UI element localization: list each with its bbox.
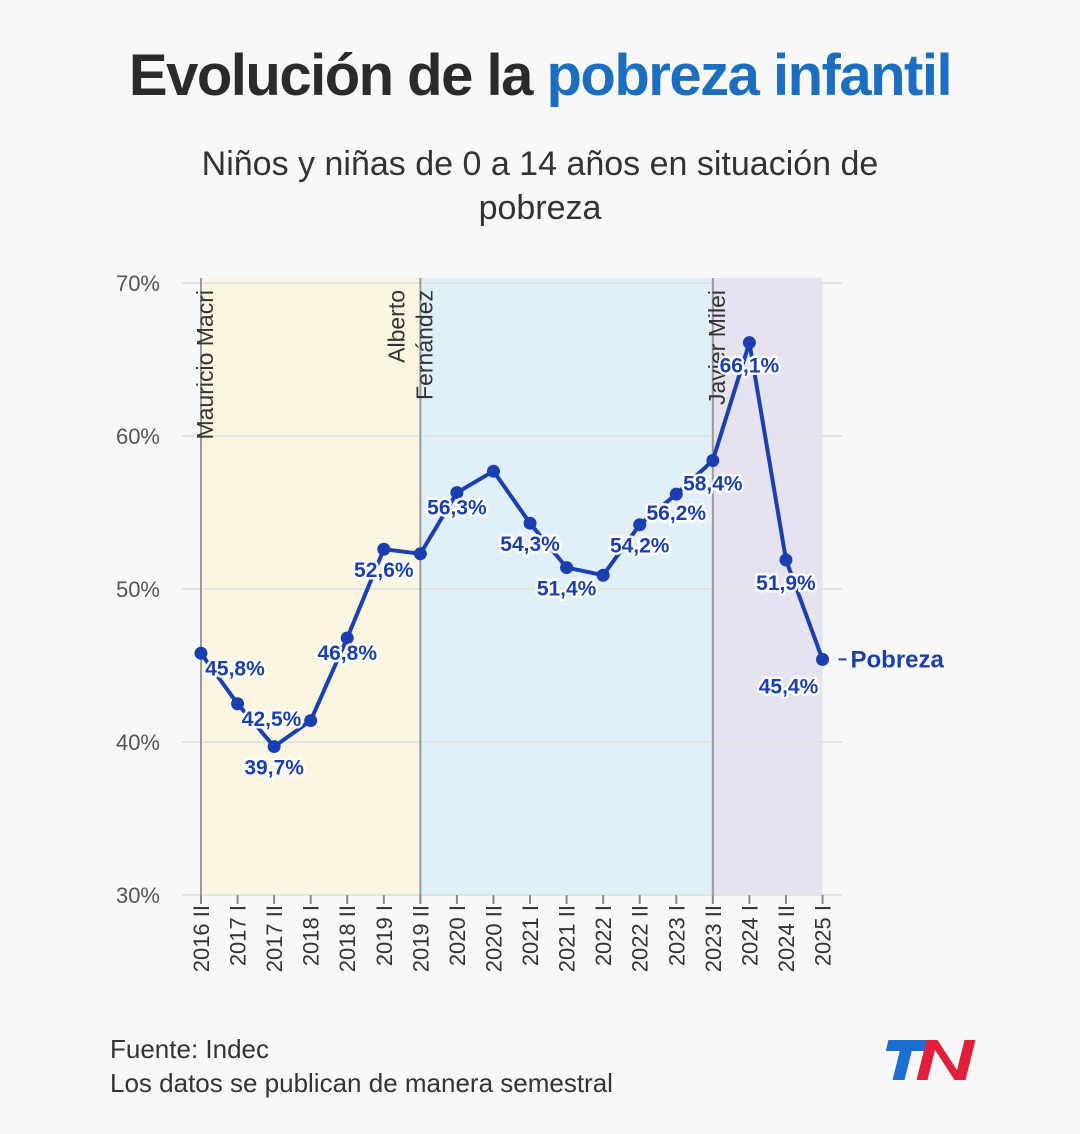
- data-point: [706, 453, 720, 467]
- y-tick-label: 40%: [116, 730, 160, 755]
- source-note: Fuente: Indec: [110, 1034, 269, 1064]
- data-point: [413, 547, 427, 561]
- data-label: 51,9%: [756, 572, 816, 595]
- data-label: 46,8%: [317, 642, 377, 665]
- data-point: [377, 542, 391, 556]
- period-label: Alberto: [383, 290, 409, 363]
- x-tick-label: 2023 I: [664, 905, 689, 966]
- data-point: [742, 336, 756, 350]
- x-tick-label: 2017 I: [226, 905, 251, 966]
- data-point: [560, 561, 574, 575]
- x-tick-label: 2021 I: [518, 905, 543, 966]
- data-label: 58,4%: [683, 472, 743, 495]
- data-point: [669, 487, 683, 501]
- x-tick-label: 2023 II: [701, 905, 726, 972]
- data-label: 51,4%: [537, 578, 597, 601]
- data-point: [194, 646, 208, 660]
- data-point: [523, 516, 537, 530]
- data-label: 45,8%: [205, 657, 265, 680]
- data-label: 52,6%: [354, 559, 414, 582]
- x-tick-label: 2024 I: [737, 905, 762, 966]
- x-tick-label: 2017 II: [262, 905, 287, 972]
- x-tick-label: 2022 II: [628, 905, 653, 972]
- x-tick-label: 2020 I: [445, 905, 470, 966]
- x-tick-label: 2024 II: [774, 905, 799, 972]
- tn-logo: [885, 1040, 976, 1080]
- data-label: 56,2%: [647, 502, 707, 525]
- period-label: Javier Milei: [704, 290, 730, 405]
- x-tick-label: 2019 I: [372, 905, 397, 966]
- data-label: 56,3%: [427, 497, 487, 520]
- data-point: [779, 553, 793, 567]
- title-part-1: Evolución de la: [128, 43, 533, 108]
- x-tick-label: 2018 II: [335, 905, 360, 972]
- chart-subtitle: Niños y niñas de 0 a 14 años en situació…: [201, 145, 879, 227]
- y-tick-label: 30%: [116, 883, 160, 908]
- data-point: [596, 568, 610, 582]
- footer: Fuente: Indec Los datos se publican de m…: [110, 1032, 613, 1100]
- data-point: [816, 652, 830, 666]
- x-tick-label: 2018 I: [299, 905, 324, 966]
- y-tick-label: 70%: [116, 271, 160, 296]
- data-label: 54,3%: [500, 533, 560, 556]
- period-band: [201, 278, 421, 895]
- series-name-label: Pobreza: [851, 646, 945, 673]
- chart-title: Evolución de la pobreza infantil: [0, 42, 1080, 109]
- data-label: 42,5%: [242, 708, 302, 731]
- title-part-2: pobreza infantil: [546, 43, 952, 108]
- data-point: [304, 714, 318, 728]
- data-point: [486, 464, 500, 478]
- x-tick-label: 2022 I: [591, 905, 616, 966]
- period-band: [712, 278, 823, 895]
- data-label: 45,4%: [759, 675, 819, 698]
- data-label: 66,1%: [720, 355, 780, 378]
- y-tick-label: 60%: [116, 424, 160, 449]
- period-band: [420, 278, 713, 895]
- line-chart: 30% 40% 50% 60% 70% Mauricio Macri Alberto Fern…: [116, 271, 945, 972]
- publication-note: Los datos se publican de manera semestra…: [110, 1068, 613, 1098]
- data-label: 39,7%: [244, 757, 304, 780]
- data-point: [633, 518, 647, 532]
- x-tick-label: 2019 II: [408, 905, 433, 972]
- data-point: [231, 697, 245, 711]
- data-label: 54,2%: [610, 535, 670, 558]
- period-label: Fernández: [411, 290, 437, 400]
- data-point: [450, 486, 464, 500]
- y-tick-label: 50%: [116, 577, 160, 602]
- data-point: [267, 740, 281, 754]
- x-tick-label: 2016 II: [189, 905, 214, 972]
- x-tick-label: 2021 II: [555, 905, 580, 972]
- x-tick-label: 2020 II: [481, 905, 506, 972]
- x-tick-label: 2025 I: [811, 905, 836, 966]
- data-point: [340, 631, 354, 645]
- series-line: [199, 340, 825, 749]
- period-label: Mauricio Macri: [192, 290, 218, 440]
